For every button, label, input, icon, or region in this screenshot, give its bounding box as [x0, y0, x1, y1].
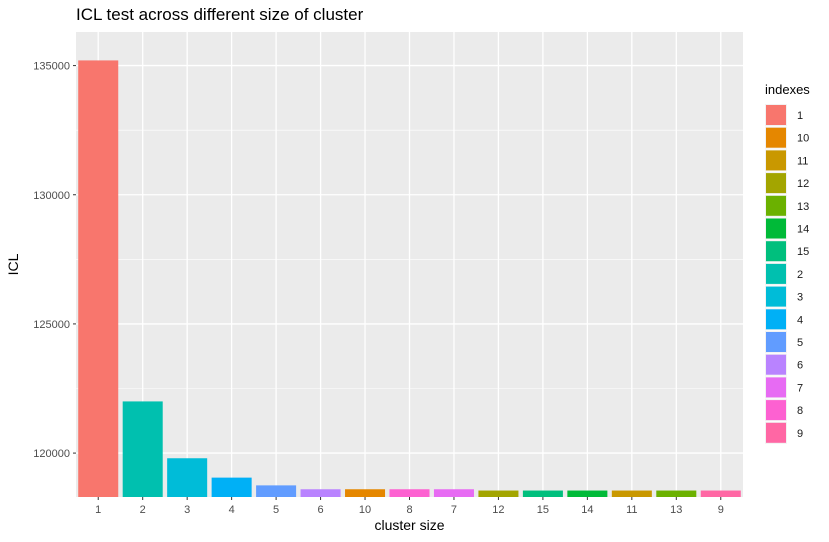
bar-10 [345, 489, 386, 497]
legend-label-6: 6 [797, 360, 803, 372]
x-tick-label: 4 [229, 504, 235, 516]
bar-6 [300, 489, 341, 497]
x-tick-label: 6 [318, 504, 324, 516]
x-tick-label: 8 [406, 504, 412, 516]
legend-label-13: 13 [797, 201, 809, 213]
legend-label-10: 10 [797, 133, 809, 145]
x-tick-label: 2 [140, 504, 146, 516]
legend-label-11: 11 [797, 155, 808, 167]
legend-swatch-3 [766, 286, 786, 307]
bar-9 [700, 490, 741, 497]
x-tick-label: 1 [95, 504, 101, 516]
legend-label-9: 9 [797, 428, 803, 440]
y-tick-label: 135000 [33, 61, 70, 73]
legend-label-14: 14 [797, 224, 809, 236]
legend-swatch-12 [766, 173, 786, 194]
y-tick-label: 120000 [33, 448, 70, 460]
legend-label-2: 2 [797, 269, 803, 281]
legend-label-7: 7 [797, 382, 803, 394]
legend-swatch-4 [766, 309, 786, 330]
legend-label-3: 3 [797, 292, 803, 304]
legend-swatch-13 [766, 195, 786, 216]
legend-swatch-11 [766, 150, 786, 171]
legend-swatch-7 [766, 377, 786, 398]
bar-4 [211, 477, 252, 497]
legend-swatch-8 [766, 400, 786, 421]
x-axis: 1 2 3 4 5 6 10 8 7 12 15 14 11 13 9 [95, 497, 724, 516]
legend-label-4: 4 [797, 314, 803, 326]
bar-1 [78, 60, 119, 498]
bar-2 [122, 401, 163, 497]
legend-label-1: 1 [797, 110, 803, 122]
x-tick-label: 14 [581, 504, 593, 516]
legend-label-12: 12 [797, 178, 809, 190]
x-tick-label: 15 [537, 504, 549, 516]
gridlines [76, 32, 743, 497]
y-tick-label: 125000 [33, 319, 70, 331]
bar-7 [433, 489, 474, 497]
legend-label-8: 8 [797, 405, 803, 417]
legend-swatch-14 [766, 218, 786, 239]
y-axis: 120000 125000 130000 135000 [33, 61, 76, 460]
bar-15 [522, 490, 563, 497]
legend-swatch-9 [766, 422, 786, 443]
legend-swatch-15 [766, 241, 786, 262]
legend-swatch-6 [766, 354, 786, 375]
legend-swatch-2 [766, 263, 786, 284]
legend: indexes 1 10 11 12 13 14 15 2 3 4 5 6 7 8 9 [765, 82, 810, 444]
bar-14 [567, 490, 608, 497]
bar-5 [256, 485, 297, 497]
legend-swatch-1 [766, 105, 786, 125]
bar-11 [611, 490, 652, 497]
legend-swatch-10 [766, 127, 786, 148]
legend-label-15: 15 [797, 246, 809, 258]
x-tick-label: 11 [626, 504, 637, 516]
x-tick-label: 3 [184, 504, 190, 516]
legend-swatch-5 [766, 332, 786, 352]
bars [78, 60, 741, 498]
x-tick-label: 7 [451, 504, 457, 516]
chart-title: ICL test across different size of cluste… [76, 5, 364, 24]
legend-title: indexes [765, 82, 810, 97]
x-tick-label: 12 [492, 504, 504, 516]
legend-items: 1 10 11 12 13 14 15 2 3 4 5 6 7 8 9 [765, 104, 809, 444]
y-axis-title: ICL [5, 253, 21, 275]
bar-8 [389, 489, 430, 497]
x-tick-label: 13 [670, 504, 682, 516]
legend-label-5: 5 [797, 337, 803, 349]
x-tick-label: 5 [273, 504, 279, 516]
x-tick-label: 9 [718, 504, 724, 516]
bar-12 [478, 490, 519, 497]
bar-3 [167, 458, 208, 497]
y-tick-label: 130000 [33, 190, 70, 202]
x-tick-label: 10 [359, 504, 371, 516]
x-axis-title: cluster size [374, 517, 444, 533]
bar-13 [656, 490, 697, 497]
